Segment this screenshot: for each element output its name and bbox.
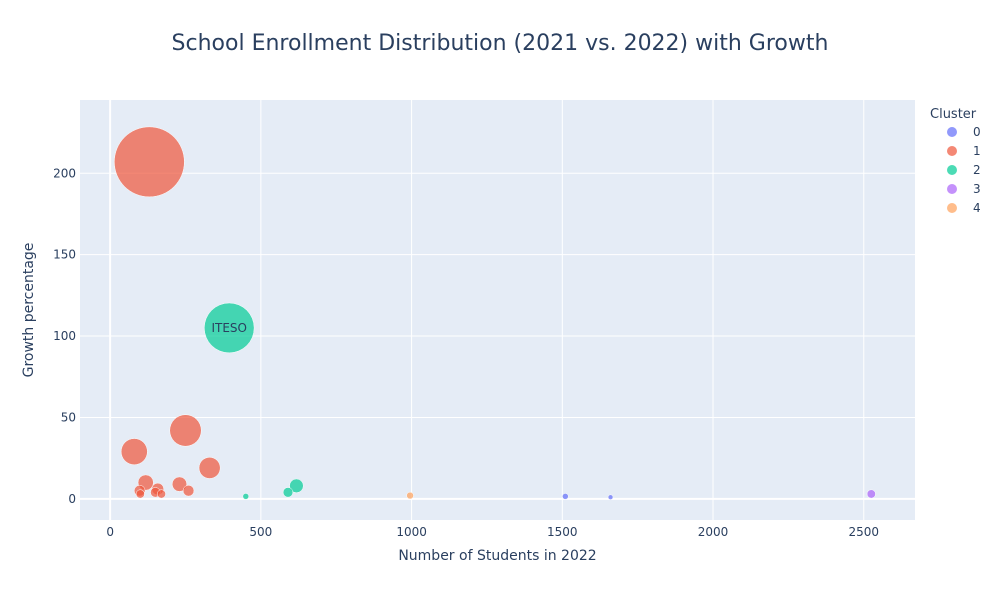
data-point-cluster-0 bbox=[607, 494, 614, 500]
point-labels: ITESO bbox=[211, 321, 247, 335]
x-axis-title: Number of Students in 2022 bbox=[398, 548, 596, 564]
legend-label: 4 bbox=[973, 201, 981, 215]
data-point-cluster-1 bbox=[182, 485, 195, 497]
data-point-cluster-2 bbox=[289, 478, 304, 493]
y-axis-title: Growth percentage bbox=[21, 243, 37, 378]
legend-label: 0 bbox=[973, 125, 981, 139]
x-tick-label: 500 bbox=[249, 525, 272, 539]
legend-label: 3 bbox=[973, 182, 981, 196]
data-point-cluster-1 bbox=[156, 489, 166, 499]
data-point-cluster-1 bbox=[135, 489, 145, 499]
data-points bbox=[114, 126, 876, 500]
legend-item-0[interactable]: 0 bbox=[947, 125, 981, 139]
y-tick-label: 0 bbox=[68, 492, 76, 506]
x-tick-label: 1500 bbox=[547, 525, 578, 539]
axis-ticks: 0 500 1000 1500 2000 2500 0 50 100 150 200 bbox=[53, 166, 879, 539]
grid-lines bbox=[80, 100, 915, 520]
legend: Cluster 0 1 2 3 4 bbox=[930, 107, 981, 215]
data-point-cluster-0 bbox=[562, 493, 569, 500]
legend-title: Cluster bbox=[930, 107, 977, 122]
data-point-cluster-1 bbox=[120, 438, 148, 465]
data-point-cluster-1 bbox=[198, 457, 221, 479]
legend-label: 2 bbox=[973, 163, 981, 177]
point-label: ITESO bbox=[211, 321, 247, 335]
legend-item-1[interactable]: 1 bbox=[947, 144, 981, 158]
data-point-cluster-1 bbox=[169, 414, 202, 447]
legend-label: 1 bbox=[973, 144, 981, 158]
data-point-cluster-4 bbox=[406, 491, 414, 500]
legend-marker bbox=[947, 146, 957, 156]
y-tick-label: 200 bbox=[53, 166, 76, 180]
legend-marker bbox=[947, 127, 957, 137]
legend-item-2[interactable]: 2 bbox=[947, 163, 981, 177]
data-point-cluster-2 bbox=[204, 302, 255, 354]
y-tick-label: 50 bbox=[61, 410, 76, 424]
x-tick-label: 2500 bbox=[848, 525, 879, 539]
data-point-cluster-1 bbox=[171, 476, 188, 492]
legend-marker bbox=[947, 165, 957, 175]
chart-title: School Enrollment Distribution (2021 vs.… bbox=[172, 31, 829, 56]
legend-marker bbox=[947, 203, 957, 213]
data-point-cluster-2 bbox=[242, 493, 250, 500]
plot-area bbox=[80, 100, 915, 520]
data-point-cluster-1 bbox=[114, 126, 185, 198]
legend-item-4[interactable]: 4 bbox=[947, 201, 981, 215]
data-point-cluster-3 bbox=[866, 489, 876, 499]
data-point-cluster-2 bbox=[282, 487, 294, 498]
y-tick-label: 150 bbox=[53, 248, 76, 262]
x-tick-label: 2000 bbox=[698, 525, 729, 539]
x-tick-label: 0 bbox=[106, 525, 114, 539]
legend-item-3[interactable]: 3 bbox=[947, 182, 981, 196]
y-tick-label: 100 bbox=[53, 329, 76, 343]
x-tick-label: 1000 bbox=[396, 525, 427, 539]
legend-marker bbox=[947, 184, 957, 194]
